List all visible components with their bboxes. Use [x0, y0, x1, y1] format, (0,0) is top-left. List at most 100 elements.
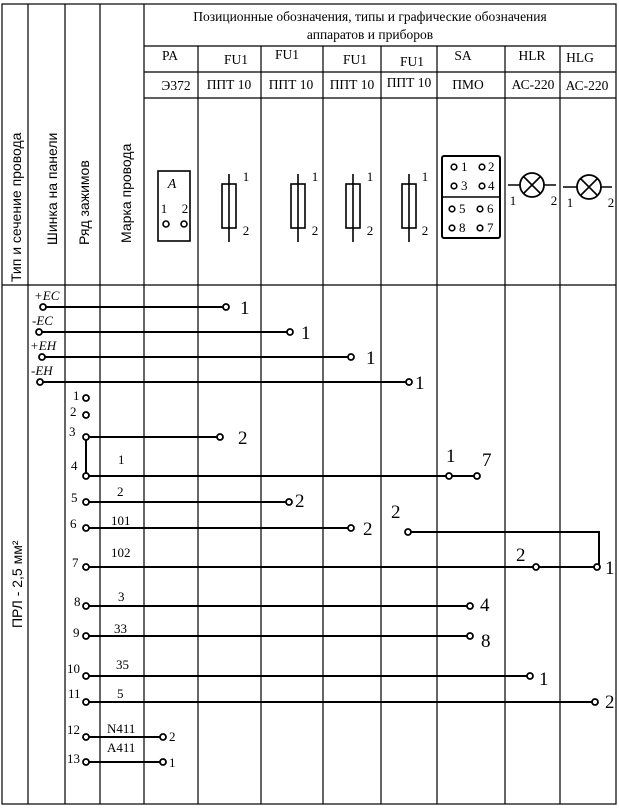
table-grid: [1, 3, 617, 805]
bus-plus-eh-end-dot: [347, 353, 355, 361]
pin-t9: 8: [481, 631, 491, 652]
end-dot-t8: [466, 602, 474, 610]
terminal-1-label: 1: [73, 388, 80, 403]
terminal-3-dot: [82, 433, 90, 441]
switch-contact-1: [450, 163, 458, 171]
ammeter-body: [157, 170, 191, 242]
end-dot-hlg-1: [593, 563, 601, 571]
fuse-1-pin-top: 1: [243, 169, 250, 184]
bus-minus-ec-dot: [35, 328, 43, 336]
device-3-designation: FU1: [343, 52, 367, 67]
switch-contact-6: [476, 205, 484, 213]
fuse-4-pin-top: 1: [422, 169, 429, 184]
ammeter-pin2-label: 2: [182, 201, 189, 216]
terminal-9-label: 9: [73, 625, 80, 640]
device-5-designation: SA: [454, 48, 472, 63]
switch-pin-1: 1: [461, 159, 468, 174]
lamp-symbol-hlr: 1 2: [508, 172, 558, 208]
col-header-wire-type: Тип и сечение провода: [8, 132, 24, 282]
bus-label-plus-eh: +EH: [30, 338, 57, 353]
device-1-type: ППТ 10: [207, 77, 252, 92]
wire-mark-t4: 1: [118, 452, 125, 467]
terminal-10-label: 10: [67, 661, 80, 676]
pin-t3: 2: [238, 428, 248, 449]
end-dot-t4-left: [445, 472, 453, 480]
wire-sa-to-hlg: [408, 531, 600, 567]
terminal-dots: [35, 303, 601, 766]
switch-pin-3: 3: [461, 178, 468, 193]
wire-mark-t6: 101: [111, 513, 131, 528]
bus-label-minus-eh: -EH: [31, 363, 53, 378]
device-4-type: ППТ 10: [387, 75, 432, 90]
fuse-2-pin-top: 1: [312, 169, 319, 184]
wire-mark-t10: 35: [116, 657, 129, 672]
end-dot-t9: [466, 632, 474, 640]
pin-t11: 2: [605, 692, 615, 713]
end-dot-hlr-2: [532, 563, 540, 571]
terminal-4-label: 4: [71, 458, 78, 473]
device-4-designation: FU1: [400, 54, 424, 69]
terminal-5-dot: [82, 498, 90, 506]
terminal-2-label: 2: [70, 404, 77, 419]
pin-t12: 2: [169, 729, 176, 744]
lamp-hlr-pin-right: 2: [551, 193, 558, 208]
end-dot-t10: [526, 672, 534, 680]
switch-pin-2: 2: [488, 159, 495, 174]
fuse-3-pin-top: 1: [367, 169, 374, 184]
col-header-wire-mark: Марка провода: [118, 143, 134, 243]
terminal-5-label: 5: [71, 490, 78, 505]
device-6-designation: HLR: [519, 48, 546, 63]
pin-t10: 1: [539, 669, 549, 690]
lamp-hlg-pin-right: 2: [608, 195, 615, 210]
lamp-hlr-pin-left: 1: [510, 193, 517, 208]
group-title-line2: аппаратов и приборов: [307, 27, 433, 42]
pin-t6: 2: [363, 519, 373, 540]
ammeter-symbol: A 1 2: [157, 170, 191, 242]
terminal-12-label: 12: [67, 722, 80, 737]
terminal-1-dot: [82, 394, 90, 402]
terminal-8-label: 8: [74, 594, 81, 609]
fuse-3-pin-bottom: 2: [367, 223, 374, 238]
terminal-8-dot: [82, 602, 90, 610]
terminal-2-dot: [82, 411, 90, 419]
wire-type-label: ПРЛ - 2,5 мм²: [9, 540, 25, 628]
ammeter-pin2-terminal: [180, 220, 188, 228]
terminal-7-label: 7: [72, 555, 79, 570]
fuse-symbol-2: 1 2: [290, 169, 319, 242]
end-dot-t3: [216, 433, 224, 441]
end-dot-sa-2: [404, 528, 412, 536]
bus-label-plus-ec: +EC: [34, 288, 60, 303]
device-2-type: ППТ 10: [269, 77, 314, 92]
device-7-designation: HLG: [566, 50, 594, 65]
ammeter-letter: A: [167, 177, 177, 192]
wire-marks: 1 2 101 102 3 33 35 5 N411 A411: [107, 452, 135, 755]
bus-end-pin-plus-eh: 1: [366, 348, 376, 369]
terminal-7-dot: [82, 563, 90, 571]
bus-minus-ec-end-dot: [286, 328, 294, 336]
terminal-3-label: 3: [69, 424, 76, 439]
fuse-1-pin-bottom: 2: [243, 223, 250, 238]
switch-pin-7: 7: [487, 220, 494, 235]
bus-label-minus-ec: -EC: [32, 313, 53, 328]
col-header-panel-bus: Шинка на панели: [44, 133, 60, 245]
device-2-designation: FU1: [275, 47, 299, 62]
wires: [39, 306, 600, 763]
end-dot-t6: [347, 524, 355, 532]
switch-contact-2: [478, 163, 486, 171]
fuse-2-pin-bottom: 2: [312, 223, 319, 238]
fuse-symbol-4: 1 2: [401, 169, 429, 242]
switch-pin-8: 8: [459, 220, 466, 235]
pin-t4-left: 1: [446, 446, 456, 467]
terminal-9-dot: [82, 632, 90, 640]
switch-symbol: 1 2 3 4 5 6 8 7: [441, 155, 501, 239]
device-7-type: АС-220: [566, 78, 609, 93]
pin-t13: 1: [169, 755, 176, 770]
pin-t8: 4: [480, 595, 490, 616]
switch-pin-4: 4: [488, 178, 495, 193]
device-6-type: АС-220: [512, 77, 555, 92]
bus-end-pin-plus-ec: 1: [240, 298, 250, 319]
bus-end-pin-minus-eh: 1: [415, 373, 425, 394]
switch-contact-4: [478, 182, 486, 190]
connection-pins: 2 1 7 2 2 2 2 1 4 8 1 2 2 1: [169, 428, 615, 770]
wire-mark-t5: 2: [117, 484, 124, 499]
